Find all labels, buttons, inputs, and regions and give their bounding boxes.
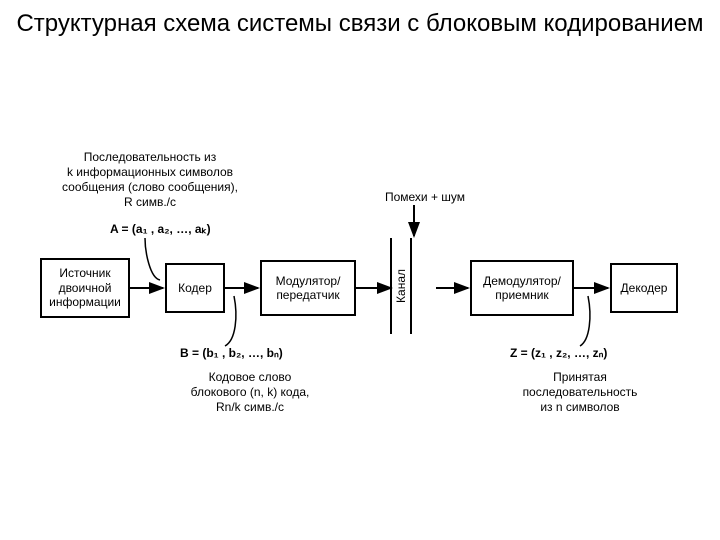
block-coder: Кодер [165,263,225,313]
channel: Канал [390,238,412,334]
page-title: Структурная схема системы связи с блоков… [0,10,720,38]
block-decoder: Декодер [610,263,678,313]
formula-a: A = (a₁ , a₂, …, aₖ) [110,222,211,236]
formula-b: B = (b₁ , b₂, …, bₙ) [180,346,283,360]
block-demodulator: Демодулятор/ приемник [470,260,574,316]
block-modulator: Модулятор/ передатчик [260,260,356,316]
label-bottom-description: Кодовое словоблокового (n, k) кода,Rn/k … [160,370,340,415]
label-top-description: Последовательность изk информационных си… [30,150,270,210]
channel-label: Канал [394,269,408,303]
label-noise: Помехи + шум [365,190,485,205]
channel-bar-left [390,238,392,334]
formula-z: Z = (z₁ , z₂, …, zₙ) [510,346,607,360]
block-source: Источник двоичной информации [40,258,130,318]
label-received: Принятаяпоследовательностьиз n символов [490,370,670,415]
diagram-canvas: Структурная схема системы связи с блоков… [0,0,720,540]
channel-bar-right [410,238,412,334]
